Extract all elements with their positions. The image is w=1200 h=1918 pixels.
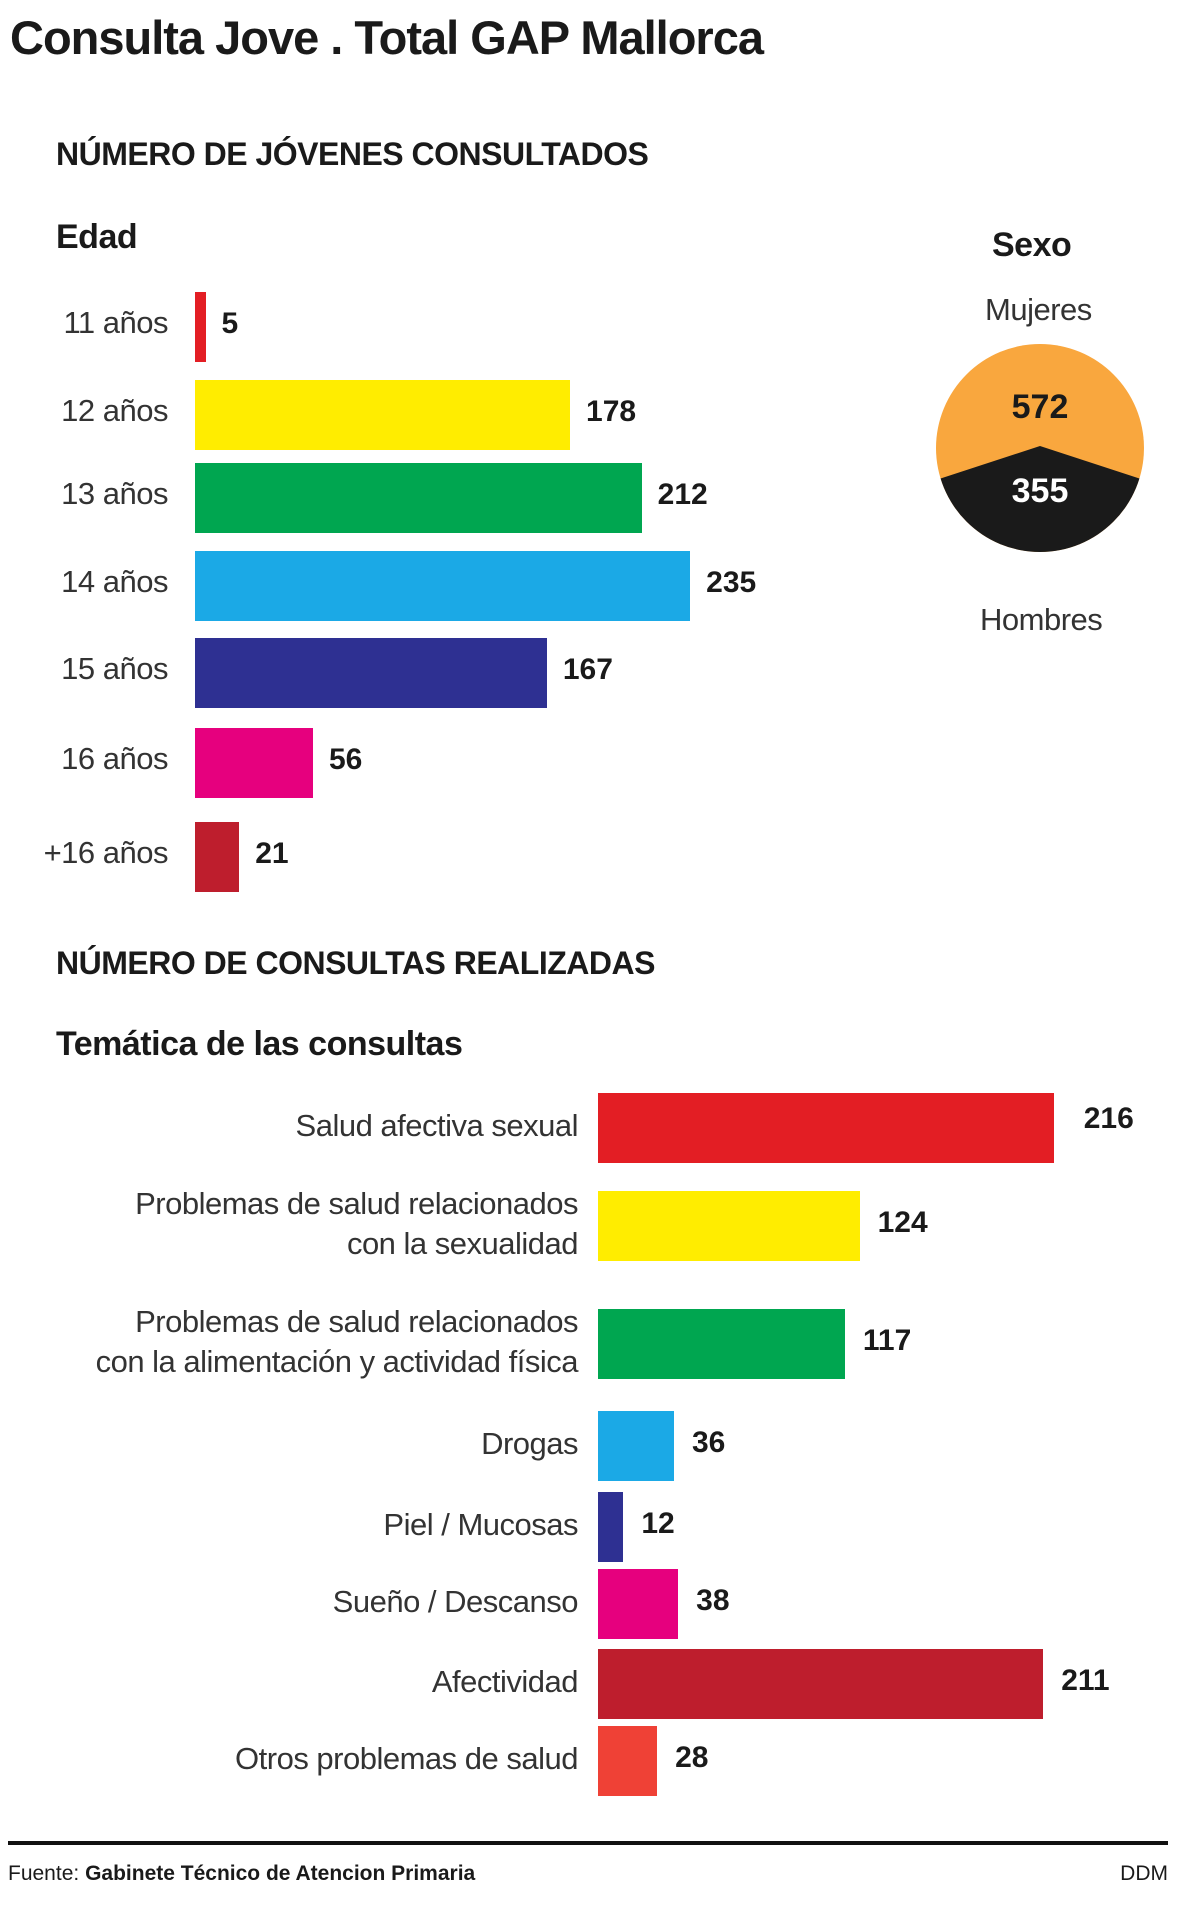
topic-label: Drogas <box>481 1426 578 1461</box>
age-bar <box>195 380 571 450</box>
topic-value: 124 <box>877 1206 928 1239</box>
topic-label: Problemas de salud relacionados con la a… <box>95 1304 579 1379</box>
credit: DDM <box>1120 1862 1168 1885</box>
age-value: 5 <box>221 307 239 340</box>
topic-label: Otros problemas de salud <box>235 1741 578 1776</box>
age-value: 21 <box>255 837 289 870</box>
women-label: Mujeres <box>985 292 1092 327</box>
pie-value-women: 572 <box>1012 388 1069 426</box>
topic-label: Piel / Mucosas <box>383 1507 578 1542</box>
topic-label: Salud afectiva sexual <box>295 1108 579 1143</box>
age-subtitle: Edad <box>56 218 138 256</box>
age-label: +16 años <box>43 835 169 870</box>
age-value: 167 <box>562 653 613 686</box>
source-name: Gabinete Técnico de Atencion Primaria <box>85 1862 476 1885</box>
age-bar <box>195 728 313 798</box>
age-bar <box>195 822 240 892</box>
age-value: 56 <box>328 743 363 776</box>
topic-bar <box>598 1191 860 1261</box>
age-value: 235 <box>706 566 757 599</box>
topic-value: 36 <box>691 1426 726 1459</box>
topics-subtitle: Temática de las consultas <box>56 1025 463 1063</box>
age-label: 14 años <box>61 564 168 599</box>
topic-bar <box>598 1411 674 1481</box>
topic-bar <box>598 1569 679 1639</box>
chart-title: Consulta Jove . Total GAP Mallorca <box>10 11 764 64</box>
age-label: 13 años <box>61 476 168 511</box>
pie-slice-men <box>936 446 1144 552</box>
age-bar <box>195 551 691 621</box>
topic-value: 211 <box>1061 1664 1110 1697</box>
age-bar <box>195 463 642 533</box>
age-value: 178 <box>586 395 637 428</box>
sex-title: Sexo <box>992 226 1072 264</box>
source-note: Fuente: Gabinete Técnico de Atencion Pri… <box>8 1862 475 1886</box>
topic-value: 28 <box>675 1741 709 1774</box>
sex-pie-chart: 572 355 <box>936 344 1144 552</box>
age-label: 11 años <box>63 305 168 340</box>
topic-bar <box>598 1093 1054 1163</box>
topics-section-title: NÚMERO DE CONSULTAS REALIZADAS <box>56 945 655 981</box>
topic-bar <box>598 1649 1044 1719</box>
topic-value: 38 <box>696 1584 730 1617</box>
topic-value: 12 <box>641 1507 675 1540</box>
men-label: Hombres <box>980 602 1103 637</box>
topic-label: Problemas de salud relacionados con la s… <box>135 1186 578 1261</box>
age-label: 12 años <box>61 393 168 428</box>
topic-bar <box>598 1726 658 1796</box>
pie-value-men: 355 <box>1012 472 1069 510</box>
footer-divider <box>8 1841 1168 1845</box>
age-section-title: NÚMERO DE JÓVENES CONSULTADOS <box>56 136 649 172</box>
age-label: 16 años <box>61 741 168 776</box>
topic-bar <box>598 1492 624 1562</box>
age-label: 15 años <box>61 651 168 686</box>
topic-value: 216 <box>1083 1102 1134 1135</box>
topic-value: 117 <box>862 1324 912 1357</box>
topic-label: Afectividad <box>431 1664 579 1699</box>
topic-label: Sueño / Descanso <box>332 1584 579 1619</box>
source-label: Fuente: <box>8 1862 80 1885</box>
age-bar <box>195 292 206 362</box>
topic-bar <box>598 1309 845 1379</box>
age-value: 212 <box>657 478 708 511</box>
age-bar <box>195 638 547 708</box>
